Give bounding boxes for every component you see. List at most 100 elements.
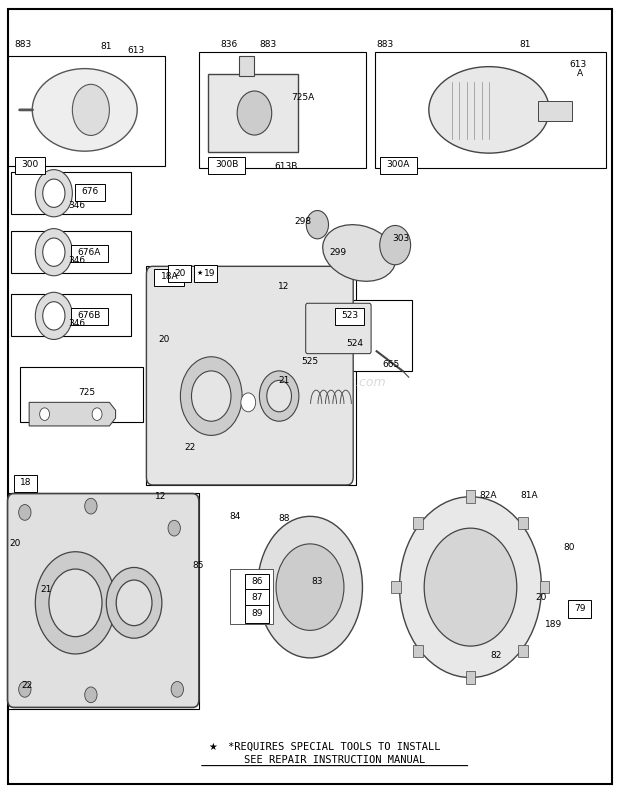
Bar xyxy=(208,157,245,174)
Bar xyxy=(239,57,254,76)
Text: 300: 300 xyxy=(21,160,38,170)
Text: 81: 81 xyxy=(519,40,531,49)
Text: 82: 82 xyxy=(490,651,502,660)
Circle shape xyxy=(379,226,410,265)
Bar xyxy=(11,294,131,335)
Text: 81: 81 xyxy=(100,43,112,51)
Circle shape xyxy=(19,682,31,697)
Circle shape xyxy=(171,682,184,697)
Text: 83: 83 xyxy=(312,577,323,586)
Bar xyxy=(568,600,591,618)
Text: 21: 21 xyxy=(40,585,51,594)
Text: *REQUIRES SPECIAL TOOLS TO INSTALL: *REQUIRES SPECIAL TOOLS TO INSTALL xyxy=(228,742,441,752)
Text: 82A: 82A xyxy=(479,491,497,499)
Text: 21: 21 xyxy=(278,376,290,385)
Bar xyxy=(466,671,476,684)
Bar xyxy=(11,231,131,273)
Circle shape xyxy=(85,499,97,514)
Text: 523: 523 xyxy=(341,312,358,320)
Bar xyxy=(71,245,107,263)
Circle shape xyxy=(306,211,329,239)
Text: 303: 303 xyxy=(392,234,410,243)
Ellipse shape xyxy=(399,497,541,678)
Ellipse shape xyxy=(257,516,363,658)
Circle shape xyxy=(241,393,255,412)
Bar xyxy=(518,517,528,529)
Bar xyxy=(466,491,476,503)
Text: 725A: 725A xyxy=(291,93,314,102)
Ellipse shape xyxy=(323,225,396,282)
Text: 298: 298 xyxy=(294,217,311,226)
Text: 836: 836 xyxy=(220,40,237,49)
Text: 20: 20 xyxy=(174,269,185,278)
Text: 81A: 81A xyxy=(520,491,538,499)
Text: 725: 725 xyxy=(78,388,95,398)
Bar xyxy=(391,581,401,593)
Bar xyxy=(413,517,423,529)
Circle shape xyxy=(92,408,102,421)
Circle shape xyxy=(85,687,97,703)
Text: 18A: 18A xyxy=(161,272,178,281)
Text: 676A: 676A xyxy=(78,249,100,257)
FancyBboxPatch shape xyxy=(306,303,371,353)
Bar xyxy=(245,589,268,607)
Text: 883: 883 xyxy=(259,40,277,49)
Bar xyxy=(194,265,218,282)
Circle shape xyxy=(19,505,31,520)
Text: 613: 613 xyxy=(570,60,587,69)
Text: 613B: 613B xyxy=(275,162,298,171)
Circle shape xyxy=(168,520,180,536)
Text: SEE REPAIR INSTRUCTION MANUAL: SEE REPAIR INSTRUCTION MANUAL xyxy=(244,755,425,765)
Text: 676: 676 xyxy=(82,187,99,196)
Bar xyxy=(538,101,572,121)
Text: 86: 86 xyxy=(251,577,263,586)
Bar xyxy=(335,308,365,325)
Text: 665: 665 xyxy=(383,360,400,369)
Bar xyxy=(245,574,268,591)
Text: 85: 85 xyxy=(192,562,203,570)
Ellipse shape xyxy=(32,69,137,151)
Bar xyxy=(11,172,131,214)
Text: 300B: 300B xyxy=(215,160,238,170)
Text: 19: 19 xyxy=(204,269,215,278)
Circle shape xyxy=(40,408,50,421)
Text: 12: 12 xyxy=(155,492,166,501)
Ellipse shape xyxy=(424,528,516,646)
Text: 20: 20 xyxy=(9,540,20,548)
Bar xyxy=(208,73,298,152)
Bar xyxy=(413,645,423,657)
Bar xyxy=(20,367,143,422)
Bar xyxy=(230,569,273,624)
Bar xyxy=(14,475,37,492)
Bar xyxy=(304,300,412,371)
Text: 84: 84 xyxy=(229,512,241,521)
FancyBboxPatch shape xyxy=(7,494,199,708)
Text: 20: 20 xyxy=(158,335,169,344)
Text: 87: 87 xyxy=(251,593,263,602)
Text: 189: 189 xyxy=(545,619,562,629)
Bar xyxy=(7,57,165,166)
Text: 300A: 300A xyxy=(387,160,410,170)
Text: 80: 80 xyxy=(564,544,575,552)
Bar xyxy=(7,493,199,709)
Bar xyxy=(71,308,107,325)
Text: ★: ★ xyxy=(197,271,203,276)
Bar xyxy=(539,581,549,593)
Bar xyxy=(76,184,105,201)
FancyBboxPatch shape xyxy=(146,267,353,485)
Text: 346: 346 xyxy=(68,320,86,328)
Text: 18: 18 xyxy=(20,478,31,487)
Text: 883: 883 xyxy=(377,40,394,49)
Bar xyxy=(15,157,45,174)
Text: 22: 22 xyxy=(184,443,195,452)
Text: 88: 88 xyxy=(278,514,290,523)
Circle shape xyxy=(237,91,272,135)
Bar xyxy=(379,157,417,174)
Text: 346: 346 xyxy=(68,256,86,265)
Text: 676B: 676B xyxy=(78,312,100,320)
Bar xyxy=(245,605,268,623)
Bar xyxy=(154,269,184,286)
Bar xyxy=(199,52,366,168)
Ellipse shape xyxy=(429,66,549,153)
Text: 79: 79 xyxy=(574,604,585,613)
